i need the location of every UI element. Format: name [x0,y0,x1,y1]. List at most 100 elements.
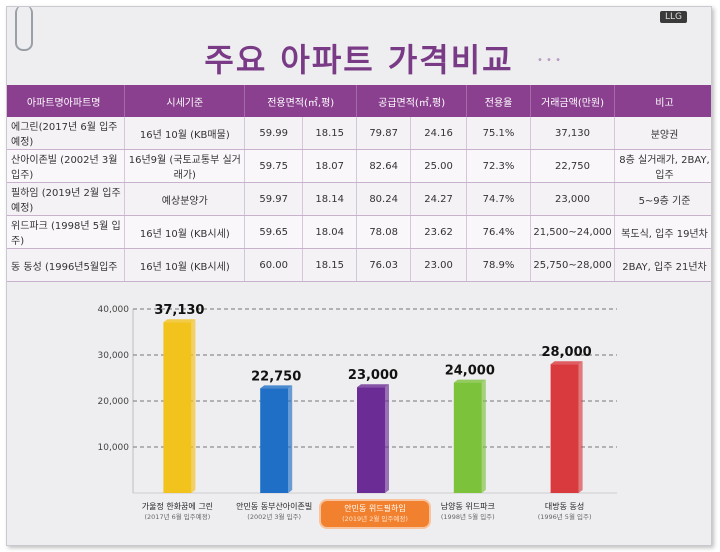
bar [357,387,385,493]
table-cell: 37,130 [530,117,616,150]
table-cell: 82.64 [356,149,412,183]
table-cell: 60.00 [244,248,304,282]
table-cell: 8층 실거래가, 2BAY, 입주 [614,149,711,183]
y-tick-label: 20,000 [98,397,130,407]
bar [453,382,482,493]
table-cell: 필하임 (2019년 2월 입주예정) [7,182,126,216]
header-price-basis: 시세기준 [124,85,246,117]
x-category-name: 안민동 위드필하임 [344,504,406,513]
table-cell: 18.04 [302,215,358,249]
table-cell: 76.03 [356,248,412,282]
decorative-dots-icon: • • • [536,55,561,66]
y-tick-label: 10,000 [98,443,130,453]
x-category-name: 안민동 동부산아이존빌 [236,502,313,511]
table-cell: 80.24 [356,182,412,216]
table-row: 동 동성 (1996년5월입주 16년 10월 (KB시세) 60.00 18.15 7… [7,248,711,282]
header-exclusive-area: 전용면적(㎡,평) [244,85,358,117]
table-cell: 78.9% [466,248,532,282]
table-cell: 산아이존빌 (2002년 3월입주) [7,149,126,183]
x-category-sub: (1998년 5월 입주) [440,513,495,521]
table-cell: 79.87 [356,117,412,150]
table-cell: 25.00 [410,149,468,183]
table-cell: 75.1% [466,117,532,150]
table-header-row: 아파트명아파트명 시세기준 전용면적(㎡,평) 공급면적(㎡,평) 전용율 거래… [7,85,711,117]
table-cell: 에그린(2017년 6월 입주예정) [7,117,126,150]
header-trade-price: 거래금액(만원) [530,85,616,117]
table-row: 산아이존빌 (2002년 3월입주) 16년9월 (국토교통부 실거래가) 59.7… [7,149,711,183]
x-category-name: 대방동 동성 [544,502,585,511]
bar-value-label: 37,130 [154,303,204,318]
x-category-sub: (1996년 5월 입주) [537,513,592,521]
bar-top [357,384,389,388]
page-title: 주요 아파트 가격비교 [204,41,514,79]
table-cell: 78.08 [356,215,412,249]
table-cell: 분양권 [614,117,711,150]
bar-value-label: 24,000 [445,364,495,379]
bar-side [578,361,583,493]
bar-top [163,319,196,323]
table-cell: 24.16 [410,117,468,150]
screen-frame: LLG 주요 아파트 가격비교 • • • 아파트명아파트명 시세기준 전용면적… [6,6,712,546]
table-cell: 59.65 [244,215,304,249]
x-category-sub: (2002년 3월 입주) [247,513,302,521]
table-cell: 18.07 [302,149,358,183]
bar [260,388,289,493]
price-bar-chart: 10,000 20,000 30,000 40,000 37,130 22,750 23,0… [98,303,617,494]
table-cell: 18.15 [302,248,358,282]
table-cell: 위드파크 (1998년 5월 입주) [7,215,126,249]
table-cell: 72.3% [466,149,532,183]
table-cell: 25,750~28,000 [530,248,616,282]
table-cell: 23.00 [410,248,468,282]
table-cell: 16년 10월 (KB시세) [124,248,246,282]
x-category-sub: (2019년 2월 입주예정) [342,515,408,523]
x-category-label: 가울정 한화꿈에 그린 (2017년 6월 입주예정) [127,501,227,523]
bar-value-label: 28,000 [542,345,592,360]
table-cell: 5~9층 기준 [614,182,711,216]
table-cell: 16년 10월 (KB매물) [124,117,246,150]
header-remarks: 비고 [614,85,711,117]
table-cell: 22,750 [530,149,616,183]
table-cell: 21,500~24,000 [530,215,616,249]
header-supply-area: 공급면적(㎡,평) [356,85,468,117]
x-category-label: 안민동 동부산아이존빌 (2002년 3월 입주) [224,501,324,523]
bar-side [191,319,196,493]
y-tick-label: 40,000 [98,305,130,315]
table-cell: 23.62 [410,215,468,249]
x-category-name: 가울정 한화꿈에 그린 [141,502,214,511]
x-category-name: 남양동 위드파크 [440,502,495,511]
table-cell: 23,000 [530,182,616,216]
table-row: 에그린(2017년 6월 입주예정) 16년 10월 (KB매물) 59.99 18.… [7,117,711,150]
bar-side [288,385,293,493]
header-exclusive-ratio: 전용율 [466,85,532,117]
table-cell: 59.99 [244,117,304,150]
bar-top [550,361,583,365]
table-cell: 동 동성 (1996년5월입주 [7,248,126,282]
corner-badge: LLG [659,11,687,23]
table-cell: 18.15 [302,117,358,150]
table-row: 필하임 (2019년 2월 입주예정) 예상분양가 59.97 18.14 80.24 2… [7,182,711,216]
x-category-label: 안민동 위드필하임 (2019년 2월 입주예정) [321,501,429,527]
price-table: 아파트명아파트명 시세기준 전용면적(㎡,평) 공급면적(㎡,평) 전용율 거래… [7,85,711,282]
table-cell: 59.75 [244,149,304,183]
bar-side [481,379,486,493]
paperclip-icon [15,7,33,51]
table-cell: 16년9월 (국토교통부 실거래가) [124,149,246,183]
x-category-label: 대방동 동성 (1996년 5월 입주) [515,501,615,523]
bar [163,322,192,493]
y-tick-label: 30,000 [98,351,130,361]
header-apartment: 아파트명아파트명 [7,85,126,117]
table-cell: 2BAY, 입주 21년차 [614,248,711,282]
x-category-label: 남양동 위드파크 (1998년 5월 입주) [418,501,518,523]
bar-side [385,384,389,493]
table-cell: 18.14 [302,182,358,216]
x-category-sub: (2017년 6월 입주예정) [144,513,211,521]
table-cell: 76.4% [466,215,532,249]
bar-value-label: 22,750 [251,369,301,384]
bar [550,364,579,493]
table-cell: 예상분양가 [124,182,246,216]
table-cell: 24.27 [410,182,468,216]
bar-top [453,379,486,383]
table-row: 위드파크 (1998년 5월 입주) 16년 10월 (KB시세) 59.65 18.… [7,215,711,249]
table-cell: 16년 10월 (KB시세) [124,215,246,249]
table-cell: 복도식, 입주 19년차 [614,215,711,249]
